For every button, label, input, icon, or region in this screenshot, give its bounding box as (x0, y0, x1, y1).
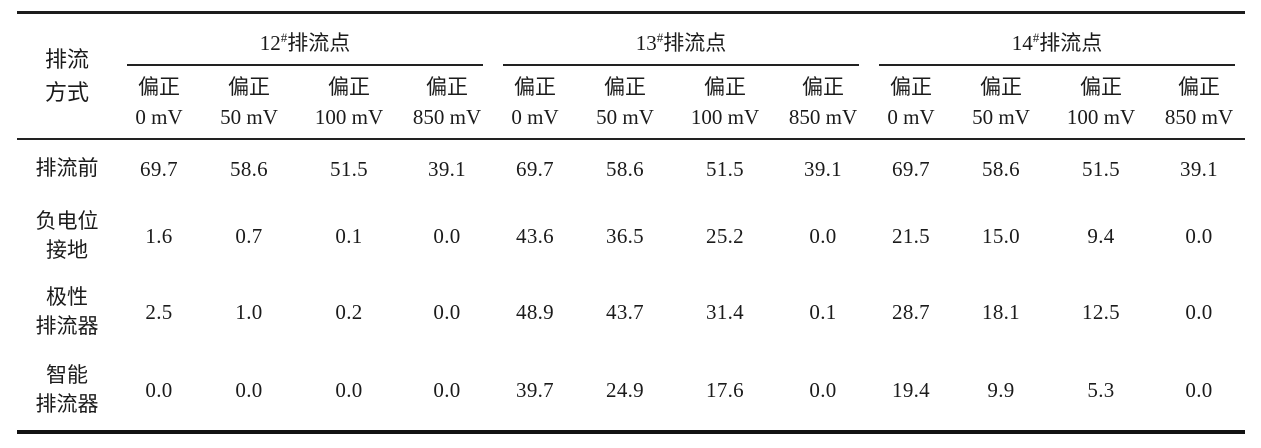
table-cell: 0.0 (235, 377, 263, 402)
table-cell: 39.1 (804, 156, 842, 181)
table-cell: 1.6 (145, 223, 173, 248)
table-cell: 58.6 (982, 156, 1020, 181)
table-cell: 0.0 (1185, 377, 1213, 402)
group-suffix: 排流点 (287, 31, 351, 55)
group-suffix: 排流点 (1039, 31, 1103, 55)
group-header-row: 排流 方式 12#排流点 13#排流点 14#排流点 (17, 12, 1245, 140)
table-cell: 0.2 (335, 299, 363, 324)
table-cell: 0.0 (145, 377, 173, 402)
table-cell: 0.0 (1185, 223, 1213, 248)
col-header-12-850mv: 偏正 850 mV (401, 66, 493, 140)
table-cell: 15.0 (982, 223, 1020, 248)
table-cell: 18.1 (982, 299, 1020, 324)
row-label: 智能 排流器 (35, 362, 99, 416)
table-cell: 36.5 (606, 223, 644, 248)
col-header-12-0mv: 偏正 0 mV (117, 66, 201, 140)
table-cell: 0.1 (335, 223, 363, 248)
table-cell: 0.0 (809, 223, 837, 248)
table-cell: 39.7 (516, 377, 554, 402)
group-superscript: # (1032, 30, 1040, 45)
group-number: 12 (259, 31, 281, 55)
group-header-12: 12#排流点 (117, 13, 493, 66)
table-cell: 24.9 (606, 377, 644, 402)
table-cell: 48.9 (516, 299, 554, 324)
table-cell: 39.1 (1180, 156, 1218, 181)
table-cell: 58.6 (606, 156, 644, 181)
table-cell: 5.3 (1087, 377, 1115, 402)
table-cell: 17.6 (706, 377, 744, 402)
sub-header-row: 偏正 0 mV 偏正 50 mV 偏正 100 mV 偏正 850 mV 偏正 … (17, 66, 1245, 140)
drainage-results-table: 排流 方式 12#排流点 13#排流点 14#排流点 偏正 0 mV 偏正 50… (17, 11, 1245, 434)
table-row-negative-potential-grounding: 负电位 接地 1.6 0.7 0.1 0.0 43.6 36.5 25.2 0.… (17, 198, 1245, 274)
corner-header: 排流 方式 (17, 12, 117, 140)
table-cell: 31.4 (706, 299, 744, 324)
col-header-13-850mv: 偏正 850 mV (777, 66, 869, 140)
group-header-12-label: 12#排流点 (127, 21, 483, 66)
table-cell: 28.7 (892, 299, 930, 324)
table-cell: 51.5 (706, 156, 744, 181)
group-header-14-label: 14#排流点 (879, 21, 1235, 66)
table-cell: 25.2 (706, 223, 744, 248)
table-cell: 19.4 (892, 377, 930, 402)
table-cell: 2.5 (145, 299, 173, 324)
table-cell: 51.5 (330, 156, 368, 181)
col-header-14-50mv: 偏正 50 mV (953, 66, 1049, 140)
table-cell: 69.7 (516, 156, 554, 181)
table-cell: 69.7 (892, 156, 930, 181)
table-cell: 0.0 (433, 377, 461, 402)
group-header-14: 14#排流点 (869, 13, 1245, 66)
paper-table-page: 排流 方式 12#排流点 13#排流点 14#排流点 偏正 0 mV 偏正 50… (17, 11, 1245, 434)
table-cell: 0.7 (235, 223, 263, 248)
table-cell: 12.5 (1082, 299, 1120, 324)
table-cell: 0.0 (433, 299, 461, 324)
table-cell: 43.6 (516, 223, 554, 248)
table-cell: 0.0 (335, 377, 363, 402)
col-header-12-100mv: 偏正 100 mV (297, 66, 401, 140)
group-header-13-label: 13#排流点 (503, 21, 859, 66)
group-header-13: 13#排流点 (493, 13, 869, 66)
table-cell: 39.1 (428, 156, 466, 181)
col-header-14-100mv: 偏正 100 mV (1049, 66, 1153, 140)
table-cell: 0.0 (433, 223, 461, 248)
group-superscript: # (280, 30, 288, 45)
table-row-smart-drainage-device: 智能 排流器 0.0 0.0 0.0 0.0 39.7 24.9 17.6 0.… (17, 350, 1245, 432)
group-superscript: # (656, 30, 664, 45)
group-number: 13 (635, 31, 657, 55)
table-cell: 9.4 (1087, 223, 1115, 248)
row-label: 负电位 接地 (35, 208, 99, 262)
row-label: 排流前 (35, 156, 99, 181)
table-cell: 0.0 (1185, 299, 1213, 324)
table-cell: 21.5 (892, 223, 930, 248)
table-cell: 0.0 (809, 377, 837, 402)
table-cell: 51.5 (1082, 156, 1120, 181)
group-number: 14 (1011, 31, 1033, 55)
col-header-13-100mv: 偏正 100 mV (673, 66, 777, 140)
col-header-14-850mv: 偏正 850 mV (1153, 66, 1245, 140)
col-header-13-0mv: 偏正 0 mV (493, 66, 577, 140)
table-cell: 69.7 (140, 156, 178, 181)
group-suffix: 排流点 (663, 31, 727, 55)
col-header-13-50mv: 偏正 50 mV (577, 66, 673, 140)
table-cell: 0.1 (809, 299, 837, 324)
col-header-12-50mv: 偏正 50 mV (201, 66, 297, 140)
table-cell: 43.7 (606, 299, 644, 324)
row-label: 极性 排流器 (35, 284, 99, 338)
table-row-before-drainage: 排流前 69.7 58.6 51.5 39.1 69.7 58.6 51.5 3… (17, 139, 1245, 198)
table-row-polarity-drainage-device: 极性 排流器 2.5 1.0 0.2 0.0 48.9 43.7 31.4 0.… (17, 274, 1245, 350)
col-header-14-0mv: 偏正 0 mV (869, 66, 953, 140)
table-cell: 58.6 (230, 156, 268, 181)
table-cell: 1.0 (235, 299, 263, 324)
table-cell: 9.9 (987, 377, 1015, 402)
